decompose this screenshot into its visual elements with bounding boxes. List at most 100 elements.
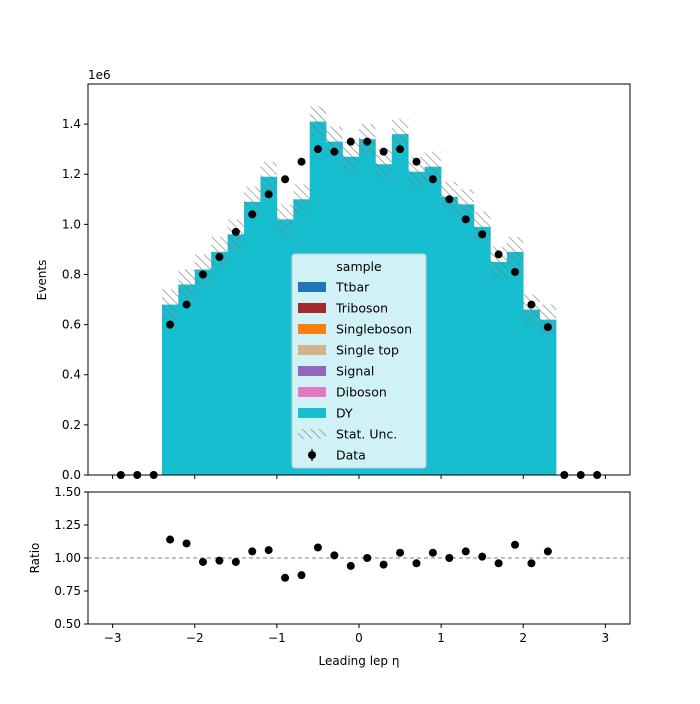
legend-label: DY (336, 406, 353, 421)
stat-unc-band (244, 186, 261, 217)
ratio-point (313, 543, 322, 552)
data-point (182, 300, 191, 309)
legend-label: Stat. Unc. (336, 427, 397, 442)
y-tick-label: 0.0 (62, 468, 81, 482)
legend-label: Triboson (335, 301, 388, 316)
data-point (412, 157, 421, 166)
ratio-point (297, 571, 306, 580)
bar-dy (457, 204, 475, 475)
y-tick-label: 0.8 (62, 267, 81, 281)
stat-unc-band (506, 236, 524, 267)
ratio-point (363, 554, 372, 562)
stat-unc-band (408, 156, 425, 187)
legend-label: Data (336, 448, 366, 463)
data-point (231, 227, 240, 236)
ratio-y-axis-label: Ratio (28, 543, 42, 574)
ratio-point (445, 554, 454, 562)
bar-dy (523, 309, 540, 475)
ratio-point (396, 548, 405, 557)
legend: sample Ttbar Triboson Singleboson Single to… (291, 253, 427, 469)
bar-dy (227, 234, 245, 475)
bar-dy (211, 251, 228, 475)
x-tick-label: −3 (104, 631, 122, 645)
stat-unc-band (391, 119, 409, 150)
stat-unc-band (260, 161, 277, 192)
legend-swatch (298, 324, 326, 334)
bar-dy (490, 261, 508, 475)
legend-title: sample (336, 259, 382, 274)
stat-unc-band (375, 149, 392, 180)
ratio-point (198, 557, 207, 566)
ratio-point (412, 559, 421, 568)
stat-unc-band (178, 269, 195, 300)
data-point (445, 195, 454, 204)
stat-unc-band (424, 151, 442, 182)
y-tick-label: 1.0 (62, 217, 81, 231)
data-point (363, 137, 372, 146)
x-tick-label: −1 (268, 631, 286, 645)
stat-unc-band (539, 304, 557, 335)
stat-unc-band (293, 184, 310, 215)
data-point (478, 230, 487, 239)
main-y-axis-label: Events (35, 260, 49, 301)
ratio-point (182, 539, 191, 548)
stat-unc-band (194, 254, 212, 285)
data-point (264, 190, 273, 199)
legend-swatch (298, 366, 326, 376)
data-point (166, 320, 175, 329)
data-point (313, 145, 322, 154)
x-tick-label: 3 (602, 631, 610, 645)
data-point (494, 250, 503, 259)
ratio-point (215, 556, 224, 565)
stat-unc-band (211, 236, 228, 267)
stat-unc-band (490, 246, 507, 277)
y-tick-label: 0.6 (62, 318, 81, 332)
ratio-point (346, 561, 355, 570)
stat-unc-band (326, 126, 343, 157)
x-axis-label: Leading lep η (319, 654, 400, 668)
y-tick-label: 1.2 (62, 167, 81, 181)
bar-dy (539, 319, 557, 475)
ratio-y-tick-label: 1.50 (54, 485, 81, 499)
ratio-y-tick-label: 0.50 (54, 617, 81, 631)
ratio-plot-frame (87, 491, 631, 625)
ratio-point (527, 559, 536, 568)
stat-unc-band (309, 106, 327, 137)
data-point (330, 147, 339, 156)
data-point (281, 175, 290, 184)
bar-dy (244, 201, 261, 475)
ratio-point (330, 551, 339, 560)
data-point (297, 157, 306, 166)
legend-swatch (298, 282, 326, 292)
y-tick-label: 0.2 (62, 418, 81, 432)
ratio-y-tick-label: 1.00 (54, 551, 81, 565)
stat-unc-band (276, 204, 294, 235)
data-point (461, 215, 470, 224)
data-point (396, 145, 405, 154)
legend-label: Single top (336, 343, 399, 358)
legend-swatch (298, 408, 326, 418)
ratio-point (461, 547, 470, 556)
data-point (215, 252, 224, 261)
legend-label: Diboson (336, 385, 387, 400)
bar-dy (178, 284, 196, 475)
ratio-point (543, 547, 552, 556)
legend-label: Singleboson (336, 322, 412, 337)
y-tick-label: 0.4 (62, 368, 81, 382)
legend-swatch (298, 345, 326, 355)
legend-swatch-hatch (298, 429, 326, 439)
bar-dy (441, 196, 458, 475)
data-point (428, 175, 437, 184)
bar-dy (424, 166, 442, 475)
ratio-plot-panel: 0.50 0.75 1.00 1.25 1.50 −3 −2 −1 0 1 2 3 Ratio Le… (28, 485, 631, 668)
stat-unc-band (473, 211, 491, 242)
x-tick-label: −2 (186, 631, 204, 645)
y-scale-multiplier: 1e6 (88, 68, 111, 82)
y-tick-label: 1.4 (62, 117, 81, 131)
data-point (379, 147, 388, 156)
stat-unc-band (342, 141, 359, 172)
ratio-point (166, 535, 175, 544)
x-tick-label: 0 (355, 631, 363, 645)
legend-label: Signal (336, 364, 374, 379)
